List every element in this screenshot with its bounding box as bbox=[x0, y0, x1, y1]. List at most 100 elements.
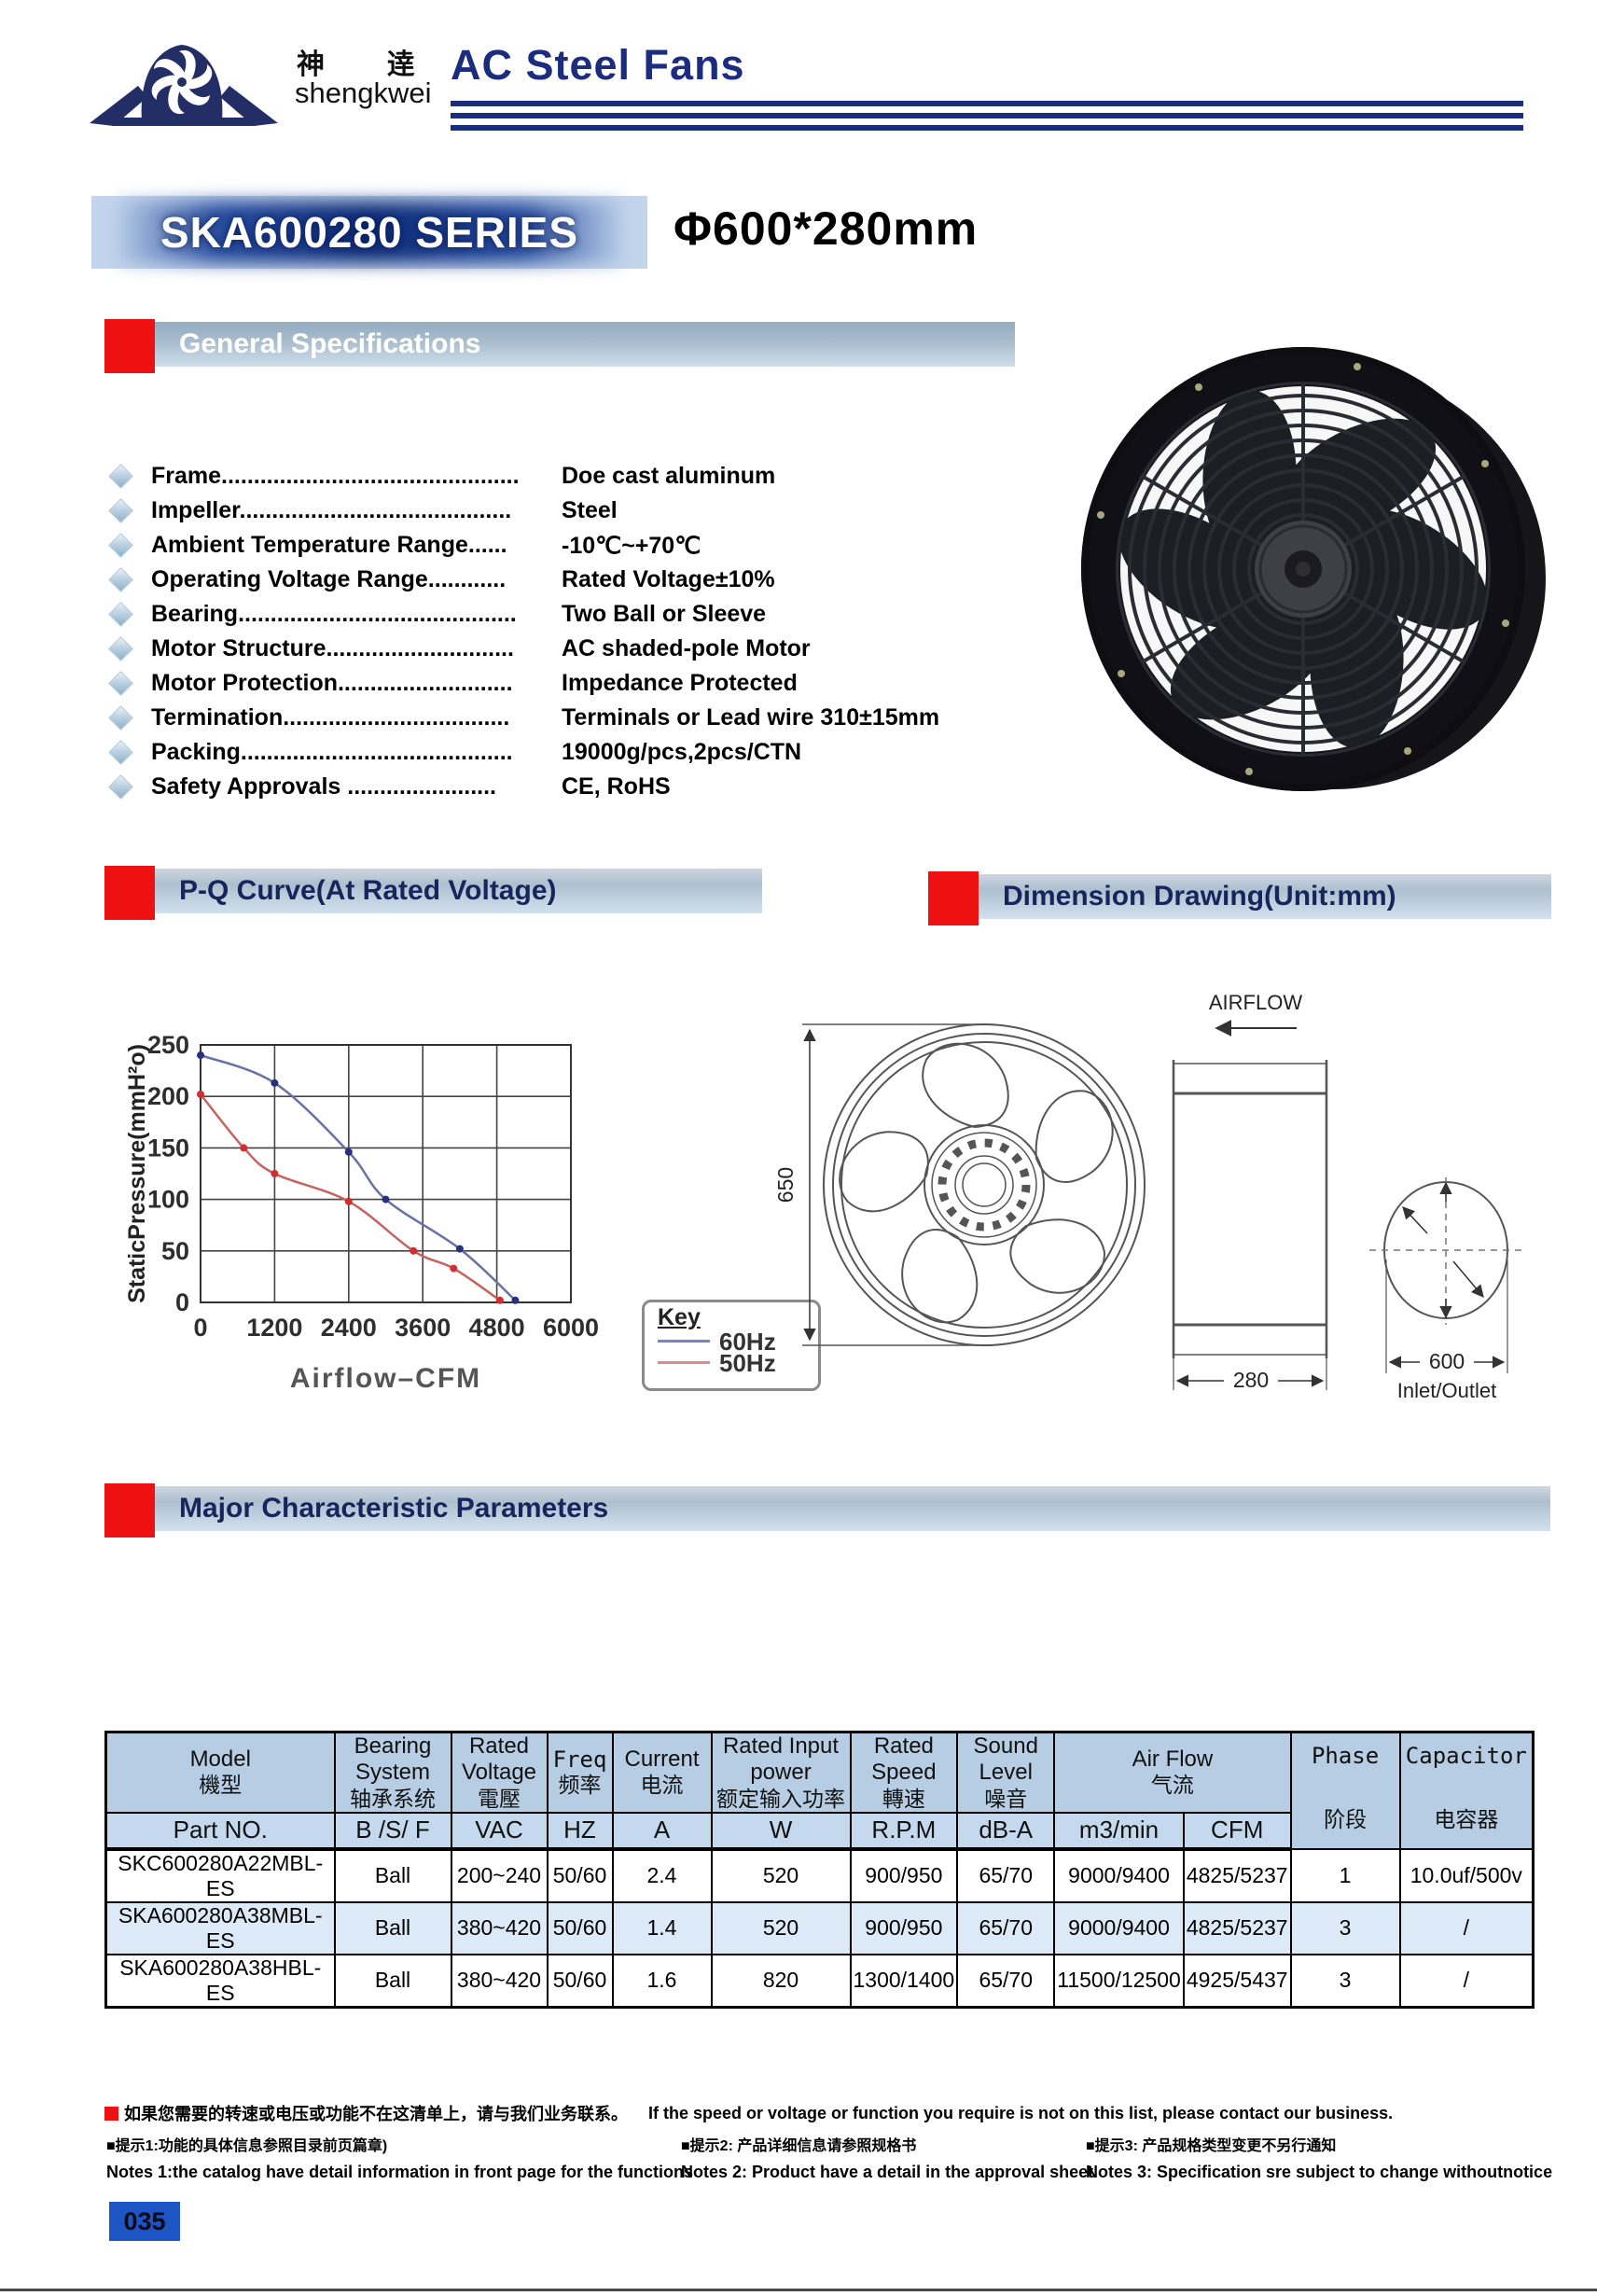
column-label-cn: 機型 bbox=[199, 1773, 243, 1798]
table-header-cell: Sound Level 噪音 bbox=[956, 1731, 1056, 1814]
column-label-en: Phase bbox=[1311, 1743, 1380, 1770]
header-rule bbox=[451, 101, 1523, 106]
parameters-table-wrap: Model 機型 Bearing System 轴承系统 Rated Voltage 電壓… bbox=[104, 1731, 1535, 2009]
table-header-cell: Rated Speed 轉速 bbox=[849, 1731, 959, 1814]
table-header-cell: Air Flow 气流 bbox=[1053, 1731, 1292, 1814]
column-label-cn: 气流 bbox=[1150, 1773, 1194, 1798]
table-cell: Ball bbox=[333, 1847, 452, 1903]
column-label-en: Rated Voltage bbox=[461, 1733, 537, 1786]
parameters-table: Model 機型 Bearing System 轴承系统 Rated Voltage 電壓… bbox=[104, 1731, 1535, 2009]
table-header-cell: Current 电流 bbox=[611, 1731, 713, 1814]
table-cell: 4925/5437 bbox=[1182, 1953, 1292, 2009]
y-tick-label: 200 bbox=[147, 1082, 189, 1110]
spec-value: 19000g/pcs,2pcs/CTN bbox=[562, 739, 802, 765]
table-cell: 3 bbox=[1289, 1953, 1401, 2009]
y-tick-label: 150 bbox=[147, 1134, 189, 1162]
table-cell: 900/950 bbox=[849, 1847, 959, 1903]
column-label-en: Model bbox=[189, 1746, 251, 1773]
section-title: Dimension Drawing(Unit:mm) bbox=[1003, 881, 1396, 911]
red-square-icon bbox=[104, 2106, 118, 2121]
english-note-2: Notes 2: Product have a detail in the ap… bbox=[681, 2163, 1094, 2181]
contact-note-cn: 如果您需要的转速或电压或功能不在这清单上，请与我们业务联系。 bbox=[124, 2105, 628, 2123]
spec-label: Bearing.................................… bbox=[151, 601, 517, 627]
spec-value: AC shaded-pole Motor bbox=[562, 635, 811, 661]
section-title: Major Characteristic Parameters bbox=[179, 1493, 609, 1524]
table-cell: 50/60 bbox=[546, 1900, 614, 1955]
y-tick-label: 0 bbox=[175, 1288, 189, 1316]
pq-chart: 0 1200 2400 3600 4800 6000 0 50 100 150 200 250 Stat… bbox=[124, 1003, 854, 1413]
rim-bolts bbox=[1097, 363, 1509, 775]
y-tick-label: 250 bbox=[147, 1031, 189, 1059]
column-unit: CFM bbox=[1182, 1811, 1292, 1851]
table-cell: SKA600280A38HBL-ES bbox=[104, 1953, 336, 2009]
spec-row: Impeller................................… bbox=[108, 494, 951, 528]
diamond-bullet-icon bbox=[108, 705, 133, 731]
table-cell: Ball bbox=[333, 1953, 452, 2009]
section-banner-parameters: Major Characteristic Parameters bbox=[155, 1486, 1550, 1531]
spec-value: Rated Voltage±10% bbox=[562, 566, 775, 592]
column-label-cn: 电容器 bbox=[1434, 1807, 1499, 1832]
table-cell: Ball bbox=[333, 1900, 452, 1955]
spec-label: Motor Protection........................… bbox=[151, 670, 513, 696]
table-cell: 1.4 bbox=[611, 1900, 713, 1955]
table-row: SKA600280A38HBL-ES Ball 380~420 50/60 1.6 820… bbox=[104, 1953, 1535, 2009]
spec-row: Ambient Temperature Range...... -10℃~+70℃ bbox=[108, 528, 951, 563]
diamond-bullet-icon bbox=[108, 464, 133, 489]
x-tick-label: 1200 bbox=[246, 1314, 302, 1342]
column-label-cn: 频率 bbox=[558, 1773, 602, 1798]
diamond-bullet-icon bbox=[108, 498, 133, 523]
bottom-rule bbox=[0, 2289, 1597, 2291]
column-unit: dB-A bbox=[956, 1811, 1056, 1851]
table-cell: 380~420 bbox=[450, 1900, 549, 1955]
y-tick-label: 100 bbox=[147, 1186, 189, 1214]
table-cell: 50/60 bbox=[546, 1953, 614, 2009]
spec-value: Two Ball or Sleeve bbox=[562, 601, 767, 627]
column-label-en: Capacitor bbox=[1405, 1743, 1527, 1770]
curve-60hz bbox=[200, 1053, 517, 1301]
spec-value: Doe cast aluminum bbox=[562, 463, 776, 489]
table-cell: 2.4 bbox=[611, 1847, 713, 1903]
table-cell: 11500/12500 bbox=[1053, 1953, 1185, 2009]
inlet-outlet-label: Inlet/Outlet bbox=[1397, 1379, 1496, 1402]
brand-name-chinese: 神 逹 bbox=[297, 49, 415, 80]
column-label-en: Current bbox=[624, 1746, 700, 1773]
chart-y-label: StaticPressure(mmH²o) bbox=[126, 1044, 150, 1303]
table-cell: 1300/1400 bbox=[849, 1953, 959, 2009]
table-row: SKC600280A22MBL-ES Ball 200~240 50/60 2.4 520… bbox=[104, 1847, 1535, 1903]
column-label-en: Rated Input power bbox=[722, 1733, 840, 1786]
table-cell: 1.6 bbox=[611, 1953, 713, 2009]
spec-label: Motor Structure.........................… bbox=[151, 635, 514, 661]
spec-label: Packing.................................… bbox=[151, 739, 513, 765]
column-unit: A bbox=[611, 1811, 713, 1851]
table-cell: 1 bbox=[1289, 1847, 1401, 1903]
red-square-icon bbox=[104, 866, 155, 920]
spec-value: -10℃~+70℃ bbox=[562, 532, 701, 559]
column-unit: m3/min bbox=[1053, 1811, 1185, 1851]
column-label-en: Air Flow bbox=[1132, 1746, 1214, 1773]
spec-label: Ambient Temperature Range...... bbox=[151, 532, 507, 558]
x-tick-label: 4800 bbox=[469, 1314, 525, 1342]
spec-row: Packing.................................… bbox=[108, 735, 951, 770]
contact-note: 如果您需要的转速或电压或功能不在这清单上，请与我们业务联系。 If the sp… bbox=[104, 2101, 1393, 2125]
tip-note-3: ■提示3: 产品规格类型变更不另行通知 bbox=[1086, 2138, 1337, 2154]
table-cell: 900/950 bbox=[849, 1900, 959, 1955]
x-tick-label: 0 bbox=[193, 1314, 207, 1342]
table-header-cell: Freq 频率 bbox=[546, 1731, 614, 1814]
section-title: General Specifications bbox=[179, 328, 481, 359]
section-title: P-Q Curve(At Rated Voltage) bbox=[179, 875, 557, 906]
spec-value: Impedance Protected bbox=[562, 670, 798, 696]
table-cell: / bbox=[1398, 1900, 1535, 1955]
red-square-icon bbox=[928, 871, 979, 925]
column-label-en: Rated Speed bbox=[871, 1733, 937, 1786]
column-unit: B /S/ F bbox=[333, 1811, 452, 1851]
column-label-cn: 额定输入功率 bbox=[716, 1786, 845, 1811]
legend-line-60hz-icon bbox=[658, 1340, 710, 1343]
spec-value: Terminals or Lead wire 310±15mm bbox=[562, 704, 940, 731]
table-cell: 200~240 bbox=[450, 1847, 549, 1903]
table-cell: 9000/9400 bbox=[1053, 1900, 1185, 1955]
spec-label: Termination.............................… bbox=[151, 704, 510, 731]
spec-row: Operating Voltage Range............ Rated… bbox=[108, 563, 951, 597]
table-cell: 50/60 bbox=[546, 1847, 614, 1903]
tip-note-2: ■提示2: 产品详细信息请参照规格书 bbox=[681, 2138, 917, 2154]
